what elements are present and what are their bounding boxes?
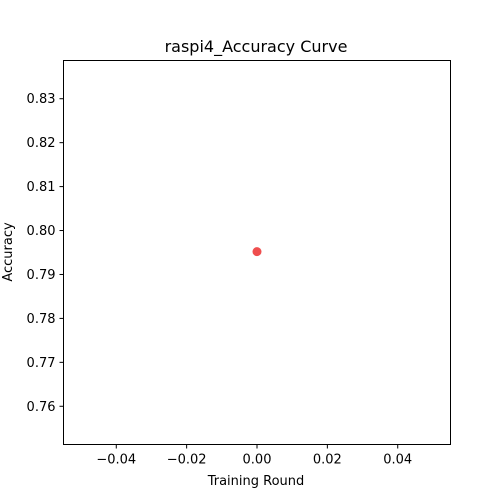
plot-area — [252, 247, 262, 257]
y-tick-label: 0.82 — [27, 136, 56, 151]
x-axis-ticks: −0.04 −0.02 0.00 0.02 0.04 — [96, 444, 412, 468]
x-tick-label: 0.04 — [383, 453, 412, 468]
x-tick-label: 0.02 — [313, 453, 342, 468]
y-tick-label: 0.78 — [27, 312, 56, 327]
x-tick-label: −0.04 — [96, 453, 136, 468]
y-tick-label: 0.81 — [27, 180, 56, 195]
data-point — [252, 247, 262, 257]
y-tick-label: 0.77 — [27, 356, 56, 371]
y-tick-label: 0.79 — [27, 268, 56, 283]
x-tick-label: −0.02 — [167, 453, 207, 468]
y-axis-ticks: 0.76 0.77 0.78 0.79 0.80 0.81 0.82 0.83 — [27, 92, 64, 415]
y-tick-label: 0.80 — [27, 224, 56, 239]
chart-title: raspi4_Accuracy Curve — [165, 37, 348, 57]
y-tick-label: 0.76 — [27, 400, 56, 415]
y-axis-label: Accuracy — [1, 222, 16, 282]
x-tick-label: 0.00 — [243, 453, 272, 468]
x-axis-label: Training Round — [207, 474, 305, 489]
y-tick-label: 0.83 — [27, 92, 56, 107]
